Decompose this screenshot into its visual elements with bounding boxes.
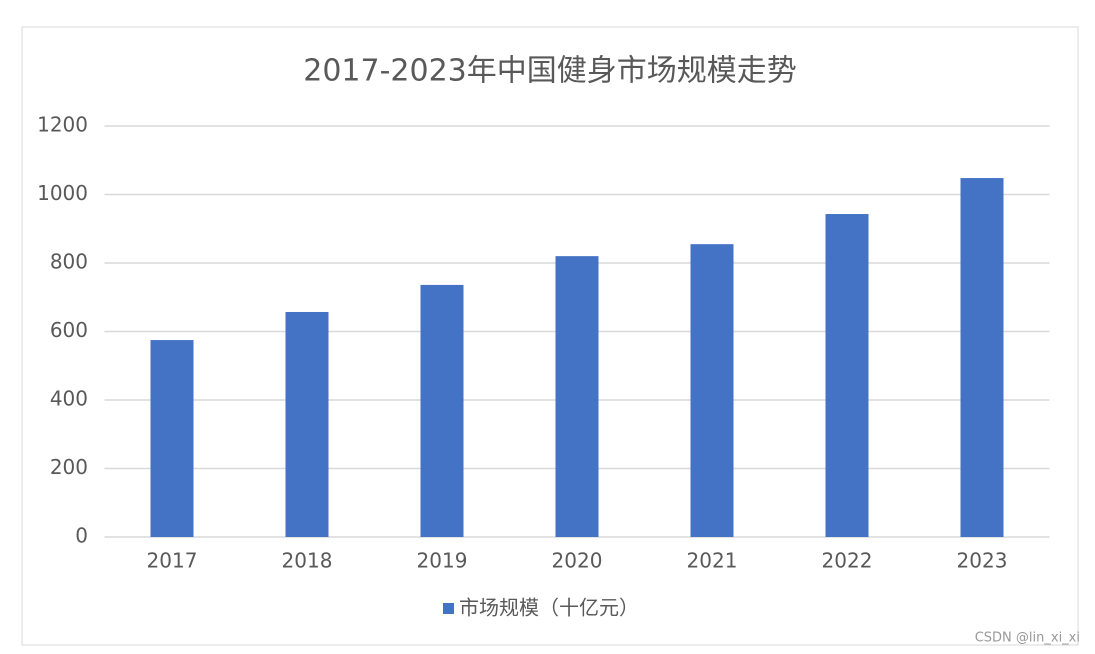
bar (960, 178, 1004, 537)
bar (690, 244, 734, 537)
y-tick-label: 400 (50, 387, 88, 411)
x-tick-label: 2019 (417, 549, 468, 573)
y-tick-label: 1200 (37, 113, 88, 137)
x-tick-label: 2018 (282, 549, 333, 573)
legend-label: 市场规模（十亿元） (459, 596, 639, 620)
y-tick-label: 800 (50, 250, 88, 274)
x-tick-label: 2017 (147, 549, 198, 573)
chart-frame (21, 26, 1079, 646)
y-tick-label: 200 (50, 455, 88, 479)
chart-title: 2017-2023年中国健身市场规模走势 (303, 54, 797, 89)
x-tick-label: 2021 (687, 549, 738, 573)
watermark: CSDN @lin_xi_xi (975, 631, 1080, 646)
bar (825, 214, 869, 537)
x-tick-label: 2022 (822, 549, 873, 573)
y-tick-label: 1000 (37, 181, 88, 205)
x-tick-label: 2023 (957, 549, 1008, 573)
bar (420, 284, 464, 537)
bar (150, 340, 194, 537)
y-tick-label: 600 (50, 318, 88, 342)
y-tick-label: 0 (75, 524, 88, 548)
x-tick-label: 2020 (552, 549, 603, 573)
bar (285, 311, 329, 537)
legend-swatch (443, 603, 454, 614)
bar (555, 256, 599, 537)
